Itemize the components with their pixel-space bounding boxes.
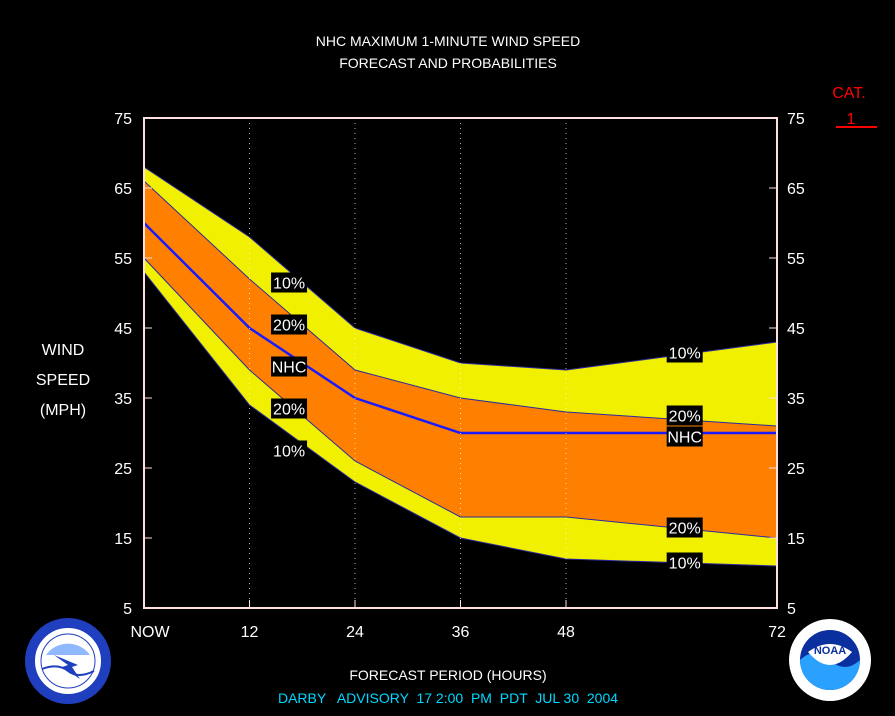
y-tick-label-left: 55	[114, 251, 132, 268]
series-line-nhc	[143, 222, 777, 435]
nws-logo	[25, 618, 111, 704]
x-axis-label: FORECAST PERIOD (HOURS)	[349, 667, 546, 683]
annotation-box-5	[271, 440, 308, 461]
y-tick-label-right: 65	[787, 181, 805, 198]
x-tick-label: 12	[241, 624, 259, 641]
annotation-box-3	[271, 356, 308, 377]
y-tick-label-right: 45	[787, 321, 805, 338]
annotation-box-6	[666, 342, 703, 363]
annotation-box-4	[271, 398, 308, 419]
annotation-label: 20%	[669, 521, 701, 538]
annotation-box-10	[666, 552, 703, 573]
annotation-label: NHC	[667, 430, 702, 447]
y-tick-label-left: 15	[114, 531, 132, 548]
x-tick-label: 72	[768, 624, 786, 641]
series-edge-4	[143, 257, 778, 539]
y-tick-label-left: 65	[114, 181, 132, 198]
y-axis-label-line-3: (MPH)	[40, 402, 86, 419]
noaa-logo-text: NOAA	[814, 645, 846, 657]
y-tick-label-right: 55	[787, 251, 805, 268]
y-axis-label-line-2: SPEED	[36, 372, 90, 389]
annotation-box-1	[271, 272, 308, 293]
series-edge-1	[143, 166, 778, 371]
y-axis-label-line-1: WIND	[42, 342, 85, 359]
x-tick-label: 24	[346, 624, 364, 641]
y-tick-label-left: 45	[114, 321, 132, 338]
x-tick-label: 36	[452, 624, 470, 641]
y-tick-label-right: 75	[787, 111, 805, 128]
chart-title: NHC MAXIMUM 1-MINUTE WIND SPEED	[316, 33, 580, 49]
y-tick-label-right: 25	[787, 461, 805, 478]
y-tick-label-right: 5	[787, 601, 796, 618]
annotation-box-7	[666, 405, 703, 426]
annotation-label: 20%	[273, 318, 305, 335]
y-tick-label-right: 15	[787, 531, 805, 548]
y-tick-label-left: 75	[114, 111, 132, 128]
noaa-logo: NOAA	[789, 619, 871, 701]
chart-subtitle: FORECAST AND PROBABILITIES	[339, 55, 557, 71]
annotation-label: 20%	[273, 402, 305, 419]
y-tick-label-right: 35	[787, 391, 805, 408]
annotation-label: 10%	[669, 346, 701, 363]
annotation-label: 20%	[669, 409, 701, 426]
series-edge-2	[143, 180, 778, 427]
y-tick-label-left: 35	[114, 391, 132, 408]
y-tick-label-left: 25	[114, 461, 132, 478]
x-tick-label: 48	[557, 624, 575, 641]
inner-probability-band	[144, 181, 777, 538]
category-value: 1	[847, 111, 856, 128]
annotation-box-8	[666, 426, 703, 447]
annotation-label: 10%	[273, 444, 305, 461]
annotation-label: 10%	[273, 276, 305, 293]
x-tick-label: NOW	[130, 624, 170, 641]
y-tick-label-left: 5	[123, 601, 132, 618]
series-edge-5	[143, 271, 778, 567]
category-label: CAT.	[832, 85, 865, 102]
annotation-box-9	[666, 517, 703, 538]
annotation-box-2	[271, 314, 308, 335]
annotation-label: NHC	[272, 360, 307, 377]
annotation-label: 10%	[669, 556, 701, 573]
advisory-text: DARBY ADVISORY 17 2:00 PM PDT JUL 30 200…	[278, 690, 618, 706]
